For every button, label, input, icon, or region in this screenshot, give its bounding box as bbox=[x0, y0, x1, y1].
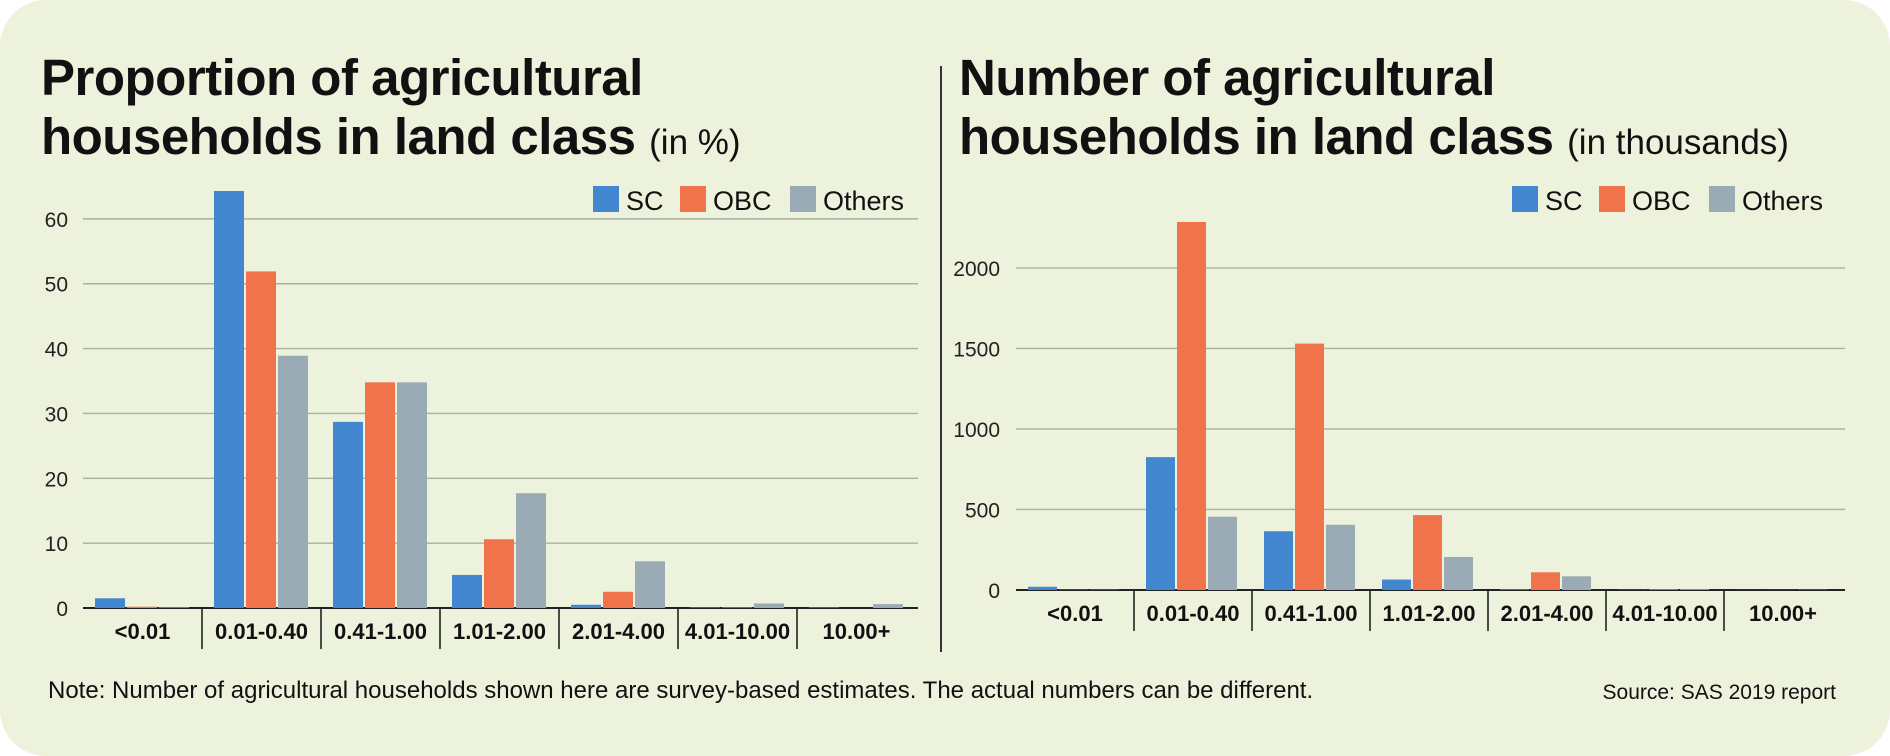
right-title-line1: Number of agricultural bbox=[959, 49, 1495, 106]
legend-label-others: Others bbox=[823, 186, 904, 216]
x-tick-label-2p01-4p00: 2.01-4.00 bbox=[1501, 601, 1594, 626]
legend-swatch-obc bbox=[680, 186, 706, 212]
legend-swatch-others bbox=[790, 186, 816, 212]
y-tick-label-2000: 2000 bbox=[953, 258, 1000, 281]
y-tick-label-0: 0 bbox=[56, 598, 68, 621]
pct-bar-obc-4p01-10p00 bbox=[722, 607, 752, 608]
x-tick-label-lt0p01: <0.01 bbox=[115, 619, 171, 644]
y-tick-label-0: 0 bbox=[988, 580, 1000, 603]
legend-swatch-others bbox=[1709, 186, 1735, 212]
num-bar-sc-1p01-2p00 bbox=[1382, 579, 1411, 590]
panel-divider bbox=[940, 66, 942, 652]
left-title-line2: households in land class bbox=[41, 108, 636, 165]
legend-label-sc: SC bbox=[626, 186, 664, 216]
pct-bar-sc-0p01-0p40 bbox=[214, 191, 244, 608]
num-bar-others-4p01-10p00 bbox=[1680, 589, 1709, 590]
x-tick-label-0p01-0p40: 0.01-0.40 bbox=[1147, 601, 1240, 626]
legend-label-obc: OBC bbox=[713, 186, 772, 216]
x-tick-label-2p01-4p00: 2.01-4.00 bbox=[572, 619, 665, 644]
pct-bar-obc-lt0p01 bbox=[127, 606, 157, 608]
proportion-bar-chart: 0 10 20 30 40 50 60 <0.01 0.01-0.40 0.41-1.00 1.01… bbox=[45, 186, 918, 649]
num-bar-obc-0p01-0p40 bbox=[1177, 222, 1206, 590]
y-tick-label-60: 60 bbox=[45, 209, 68, 232]
pct-bar-sc-0p41-1p00 bbox=[333, 421, 363, 608]
num-bar-sc-0p41-1p00 bbox=[1264, 531, 1293, 590]
left-title-line1: Proportion of agricultural bbox=[41, 49, 643, 106]
legend-label-others: Others bbox=[1742, 186, 1823, 216]
pct-bar-others-4p01-10p00 bbox=[754, 603, 784, 608]
num-bar-obc-2p01-4p00 bbox=[1531, 572, 1560, 590]
number-bar-chart: 0 500 1000 1500 2000 <0.01 0.01-0.40 0.41-1.00 1… bbox=[953, 186, 1845, 631]
y-tick-label-40: 40 bbox=[45, 339, 68, 362]
num-bar-others-0p01-0p40 bbox=[1208, 516, 1237, 590]
x-tick-label-lt0p01: <0.01 bbox=[1047, 601, 1103, 626]
num-bar-obc-0p41-1p00 bbox=[1295, 343, 1324, 590]
num-bar-obc-1p01-2p00 bbox=[1413, 515, 1442, 590]
y-tick-label-1500: 1500 bbox=[953, 338, 1000, 361]
legend-swatch-sc bbox=[1512, 186, 1538, 212]
pct-bar-others-0p01-0p40 bbox=[278, 355, 308, 608]
pct-bar-sc-4p01-10p00 bbox=[690, 607, 720, 608]
num-bar-sc-2p01-4p00 bbox=[1500, 589, 1529, 590]
pct-bar-obc-1p01-2p00 bbox=[484, 539, 514, 608]
num-bar-others-0p41-1p00 bbox=[1326, 524, 1355, 590]
num-bar-others-2p01-4p00 bbox=[1562, 576, 1591, 590]
x-tick-label-10p00plus: 10.00+ bbox=[823, 619, 891, 644]
pct-bar-obc-0p01-0p40 bbox=[246, 271, 276, 608]
x-tick-label-4p01-10p00: 4.01-10.00 bbox=[685, 619, 790, 644]
pct-bar-obc-0p41-1p00 bbox=[365, 382, 395, 608]
left-chart-title: Proportion of agricultural households in… bbox=[41, 48, 741, 172]
y-tick-label-10: 10 bbox=[45, 533, 68, 556]
source-credit: Source: SAS 2019 report bbox=[1602, 681, 1836, 704]
y-tick-label-1000: 1000 bbox=[953, 419, 1000, 442]
x-tick-label-10p00plus: 10.00+ bbox=[1749, 601, 1817, 626]
pct-bar-sc-2p01-4p00 bbox=[571, 604, 601, 608]
y-tick-label-30: 30 bbox=[45, 403, 68, 426]
x-tick-label-0p41-1p00: 0.41-1.00 bbox=[1265, 601, 1358, 626]
pct-bar-obc-2p01-4p00 bbox=[603, 591, 633, 608]
y-tick-label-500: 500 bbox=[965, 499, 1000, 522]
legend-swatch-obc bbox=[1599, 186, 1625, 212]
x-tick-label-1p01-2p00: 1.01-2.00 bbox=[1383, 601, 1476, 626]
left-title-unit: (in %) bbox=[649, 123, 741, 162]
legend-label-sc: SC bbox=[1545, 186, 1583, 216]
pct-bar-others-lt0p01 bbox=[159, 607, 189, 608]
x-tick-label-1p01-2p00: 1.01-2.00 bbox=[453, 619, 546, 644]
y-tick-label-20: 20 bbox=[45, 468, 68, 491]
pct-bar-sc-10p00plus bbox=[809, 607, 839, 608]
legend-swatch-sc bbox=[593, 186, 619, 212]
pct-bar-others-0p41-1p00 bbox=[397, 382, 427, 608]
y-tick-label-50: 50 bbox=[45, 274, 68, 297]
pct-bar-others-10p00plus bbox=[873, 604, 903, 608]
num-bar-others-1p01-2p00 bbox=[1444, 556, 1473, 590]
num-bar-obc-4p01-10p00 bbox=[1649, 589, 1678, 590]
pct-bar-sc-1p01-2p00 bbox=[452, 574, 482, 608]
x-tick-label-0p41-1p00: 0.41-1.00 bbox=[334, 619, 427, 644]
pct-bar-others-2p01-4p00 bbox=[635, 561, 665, 608]
legend-label-obc: OBC bbox=[1632, 186, 1691, 216]
right-title-line2: households in land class bbox=[959, 108, 1554, 165]
x-tick-label-0p01-0p40: 0.01-0.40 bbox=[215, 619, 308, 644]
num-bar-sc-lt0p01 bbox=[1028, 586, 1057, 590]
right-title-unit: (in thousands) bbox=[1567, 123, 1789, 162]
footnote: Note: Number of agricultural households … bbox=[48, 677, 1314, 704]
right-chart-title: Number of agricultural households in lan… bbox=[959, 48, 1789, 172]
pct-bar-sc-lt0p01 bbox=[95, 598, 125, 608]
x-tick-label-4p01-10p00: 4.01-10.00 bbox=[1612, 601, 1717, 626]
num-bar-sc-0p01-0p40 bbox=[1146, 457, 1175, 590]
pct-bar-others-1p01-2p00 bbox=[516, 493, 546, 608]
